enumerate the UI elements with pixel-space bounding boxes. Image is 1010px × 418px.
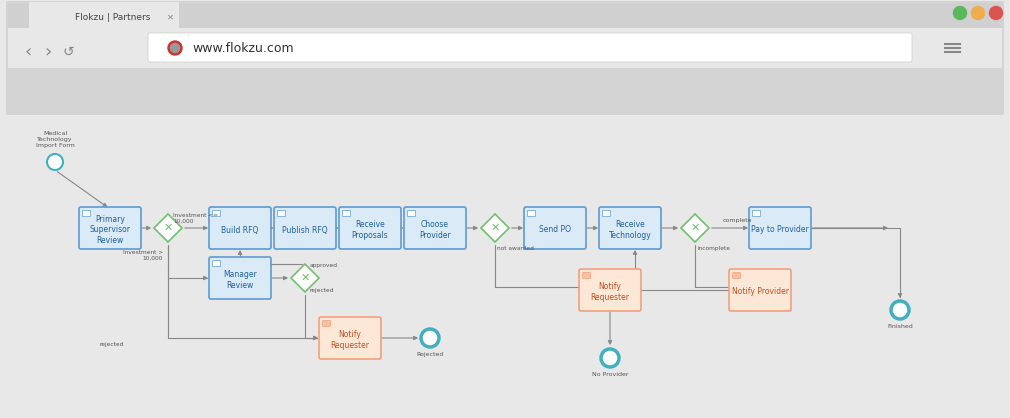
Bar: [8, 3, 1002, 31]
FancyBboxPatch shape: [583, 273, 591, 278]
FancyBboxPatch shape: [148, 33, 912, 62]
Text: ›: ›: [44, 43, 52, 61]
Text: Send PO: Send PO: [539, 225, 571, 234]
Text: ✕: ✕: [690, 223, 700, 233]
Text: Medical
Technology
Import Form: Medical Technology Import Form: [35, 131, 75, 148]
FancyBboxPatch shape: [212, 260, 220, 267]
Text: Receive
Proposals: Receive Proposals: [351, 220, 389, 240]
Text: ✕: ✕: [490, 223, 500, 233]
Circle shape: [421, 329, 439, 347]
Circle shape: [990, 7, 1003, 20]
Text: Investment <=
10,000: Investment <= 10,000: [173, 213, 218, 224]
FancyBboxPatch shape: [339, 207, 401, 249]
Text: ✕: ✕: [300, 273, 310, 283]
Text: rejected: rejected: [100, 342, 124, 347]
FancyBboxPatch shape: [274, 207, 336, 249]
FancyBboxPatch shape: [404, 207, 466, 249]
Text: Investment >
10,000: Investment > 10,000: [123, 250, 163, 261]
FancyBboxPatch shape: [322, 321, 330, 326]
Text: Flokzu | Partners: Flokzu | Partners: [75, 13, 150, 21]
Circle shape: [601, 349, 619, 367]
FancyBboxPatch shape: [524, 207, 586, 249]
Text: ✕: ✕: [164, 223, 173, 233]
Text: Receive
Technology: Receive Technology: [609, 220, 651, 240]
FancyBboxPatch shape: [732, 273, 740, 278]
Text: rejected: rejected: [310, 288, 334, 293]
Text: approved: approved: [310, 263, 338, 268]
Text: incomplete: incomplete: [697, 246, 730, 251]
Polygon shape: [481, 214, 509, 242]
Polygon shape: [154, 214, 182, 242]
Circle shape: [953, 7, 967, 20]
Text: Finished: Finished: [887, 324, 913, 329]
FancyBboxPatch shape: [6, 1, 1004, 115]
Text: complete: complete: [723, 218, 752, 223]
Circle shape: [972, 7, 985, 20]
Bar: [8, 28, 1002, 68]
Text: ‹: ‹: [24, 43, 31, 61]
Text: Pay to Provider: Pay to Provider: [751, 225, 809, 234]
FancyBboxPatch shape: [342, 211, 350, 217]
Text: Build RFQ: Build RFQ: [221, 225, 259, 234]
Text: Rejected: Rejected: [416, 352, 443, 357]
FancyBboxPatch shape: [407, 211, 415, 217]
Text: not awarded: not awarded: [497, 246, 534, 251]
Text: Manager
Review: Manager Review: [223, 270, 257, 290]
Text: Primary
Supervisor
Review: Primary Supervisor Review: [90, 215, 130, 245]
Circle shape: [171, 43, 180, 53]
FancyBboxPatch shape: [278, 211, 286, 217]
FancyBboxPatch shape: [79, 207, 141, 249]
Text: Publish RFQ: Publish RFQ: [282, 225, 328, 234]
Circle shape: [891, 301, 909, 319]
FancyBboxPatch shape: [209, 207, 271, 249]
FancyBboxPatch shape: [29, 2, 179, 29]
Text: Notify
Requester: Notify Requester: [330, 330, 370, 350]
FancyBboxPatch shape: [319, 317, 381, 359]
Circle shape: [47, 154, 63, 170]
Polygon shape: [681, 214, 709, 242]
FancyBboxPatch shape: [749, 207, 811, 249]
FancyBboxPatch shape: [527, 211, 535, 217]
FancyBboxPatch shape: [212, 211, 220, 217]
FancyBboxPatch shape: [599, 207, 661, 249]
Text: Choose
Provider: Choose Provider: [419, 220, 450, 240]
Circle shape: [168, 41, 182, 55]
Text: Notify
Requester: Notify Requester: [591, 282, 629, 302]
Text: No Provider: No Provider: [592, 372, 628, 377]
Polygon shape: [291, 264, 319, 292]
FancyBboxPatch shape: [729, 269, 791, 311]
FancyBboxPatch shape: [603, 211, 610, 217]
Text: ✕: ✕: [167, 13, 174, 21]
FancyBboxPatch shape: [579, 269, 641, 311]
FancyBboxPatch shape: [209, 257, 271, 299]
Text: ↺: ↺: [63, 45, 74, 59]
Text: www.flokzu.com: www.flokzu.com: [192, 42, 294, 55]
Text: Notify Provider: Notify Provider: [731, 288, 789, 296]
FancyBboxPatch shape: [752, 211, 761, 217]
FancyBboxPatch shape: [83, 211, 91, 217]
